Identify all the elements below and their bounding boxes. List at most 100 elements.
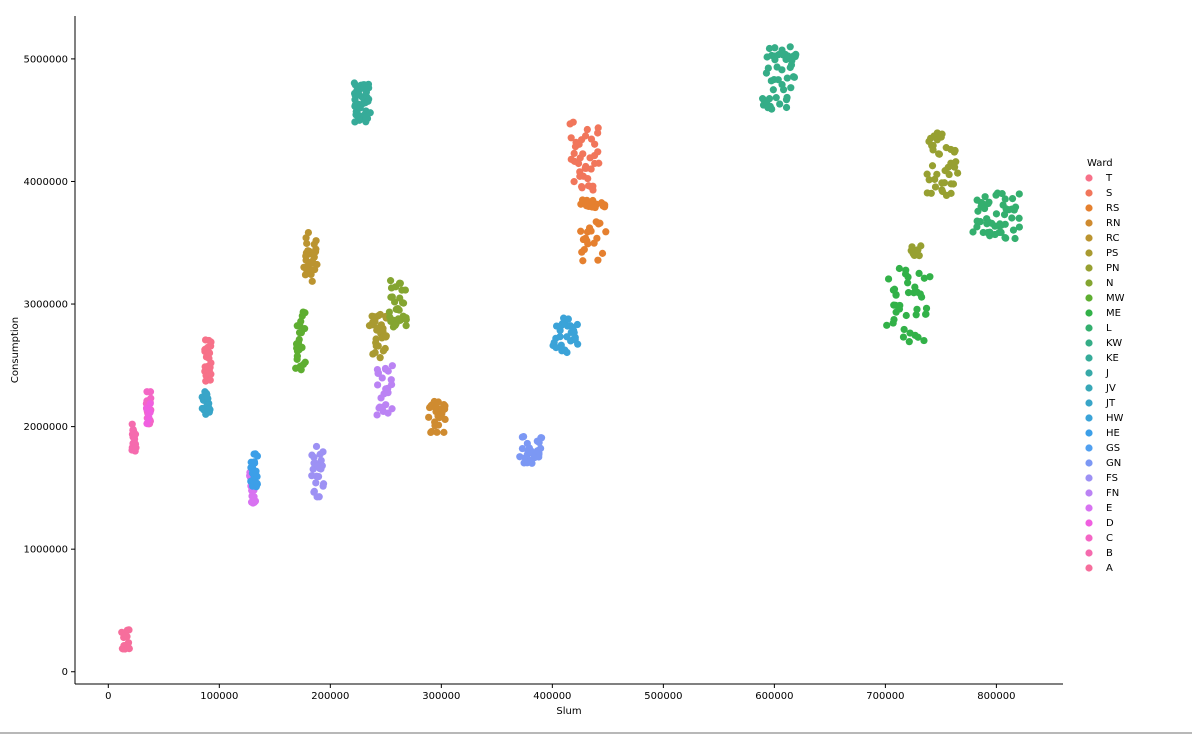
data-point-L: [1015, 214, 1023, 222]
data-point-KE: [364, 97, 372, 105]
data-point-PS: [381, 344, 389, 353]
data-point-ME: [904, 273, 912, 281]
data-point-L: [1008, 214, 1016, 222]
data-point-S: [569, 118, 577, 126]
data-point-MW: [301, 309, 309, 317]
data-point-A: [125, 645, 133, 653]
data-point-PN: [908, 243, 916, 251]
data-point-L: [981, 193, 989, 201]
data-point-RN: [425, 413, 433, 421]
data-point-B: [131, 430, 140, 438]
data-point-L: [1008, 195, 1017, 203]
data-point-RS: [579, 257, 587, 265]
data-point-KW: [769, 86, 777, 94]
data-point-D: [146, 400, 154, 408]
data-point-PN: [935, 150, 943, 158]
data-point-PS: [379, 324, 387, 333]
data-point-FS: [319, 448, 327, 456]
legend-label-FS: FS: [1106, 473, 1118, 484]
legend-marker-PN: [1085, 264, 1093, 272]
data-point-ME: [902, 266, 910, 274]
data-point-N: [386, 277, 395, 285]
data-point-KW: [783, 93, 791, 102]
data-point-PN: [927, 189, 935, 197]
data-point-FN: [384, 367, 392, 375]
data-point-ME: [902, 311, 910, 320]
data-point-L: [995, 228, 1003, 237]
data-point-D: [146, 409, 154, 417]
data-point-L: [980, 204, 989, 213]
data-point-L: [974, 207, 982, 215]
data-point-FN: [374, 381, 382, 389]
data-point-ME: [896, 301, 904, 310]
legend-label-PS: PS: [1106, 248, 1118, 259]
y-tick-label: 4000000: [23, 177, 68, 188]
legend-label-FN: FN: [1106, 488, 1119, 499]
data-point-PN: [923, 170, 931, 178]
data-point-L: [1015, 223, 1023, 231]
data-point-L: [992, 210, 1001, 218]
legend-label-KE: KE: [1106, 353, 1119, 364]
data-point-N: [396, 279, 404, 287]
data-point-MW: [301, 358, 309, 366]
data-point-FN: [387, 380, 396, 389]
data-point-KW: [782, 103, 791, 112]
x-tick-label: 700000: [866, 691, 904, 702]
data-point-RN: [441, 405, 449, 413]
legend-marker-FN: [1085, 489, 1093, 497]
data-point-N: [395, 306, 403, 314]
legend-label-A: A: [1106, 563, 1113, 574]
data-point-PN: [947, 189, 955, 197]
data-point-S: [581, 132, 590, 140]
data-point-ME: [895, 264, 903, 273]
legend-marker-GS: [1085, 444, 1093, 452]
data-point-A: [123, 632, 131, 641]
data-point-L: [998, 190, 1006, 198]
data-point-N: [399, 299, 408, 307]
y-axis-title: Consumption: [10, 317, 21, 383]
data-point-KW: [790, 73, 799, 81]
data-point-L: [1002, 234, 1010, 242]
data-point-S: [583, 125, 591, 134]
data-point-GN: [520, 432, 528, 441]
data-point-S: [594, 129, 602, 137]
legend-label-JT: JT: [1105, 398, 1116, 409]
data-point-T: [207, 338, 215, 346]
data-point-PN: [954, 169, 962, 177]
data-point-RC: [313, 260, 321, 269]
legend-marker-JV: [1085, 384, 1093, 392]
legend-marker-A: [1085, 564, 1093, 572]
legend-label-GN: GN: [1106, 458, 1121, 469]
data-point-PN: [952, 158, 960, 166]
data-point-T: [207, 370, 215, 378]
data-point-T: [205, 349, 214, 357]
data-point-C: [146, 388, 155, 396]
legend-marker-HE: [1085, 429, 1093, 437]
data-point-PN: [917, 242, 925, 250]
data-point-PS: [371, 318, 379, 326]
data-point-L: [1002, 205, 1010, 213]
data-point-FN: [374, 369, 383, 377]
data-point-FN: [388, 405, 396, 413]
legend-label-RC: RC: [1106, 233, 1119, 244]
legend-label-D: D: [1106, 518, 1114, 529]
legend-label-C: C: [1106, 533, 1113, 544]
x-tick-label: 0: [105, 691, 111, 702]
legend-label-J: J: [1105, 368, 1109, 379]
data-point-KW: [778, 66, 786, 74]
data-point-RC: [304, 228, 312, 237]
data-point-FS: [318, 462, 326, 470]
data-point-FS: [315, 472, 323, 481]
data-point-ME: [915, 269, 923, 277]
y-tick-label: 3000000: [23, 300, 68, 311]
data-point-FS: [312, 479, 320, 487]
data-point-KW: [783, 74, 791, 82]
x-tick-label: 800000: [977, 691, 1015, 702]
data-point-ME: [920, 274, 928, 282]
legend-label-E: E: [1106, 503, 1112, 514]
y-tick-label: 2000000: [23, 422, 68, 433]
legend-marker-D: [1085, 519, 1093, 527]
data-point-KW: [789, 53, 797, 61]
data-point-MW: [295, 335, 303, 344]
data-point-ME: [892, 291, 900, 299]
